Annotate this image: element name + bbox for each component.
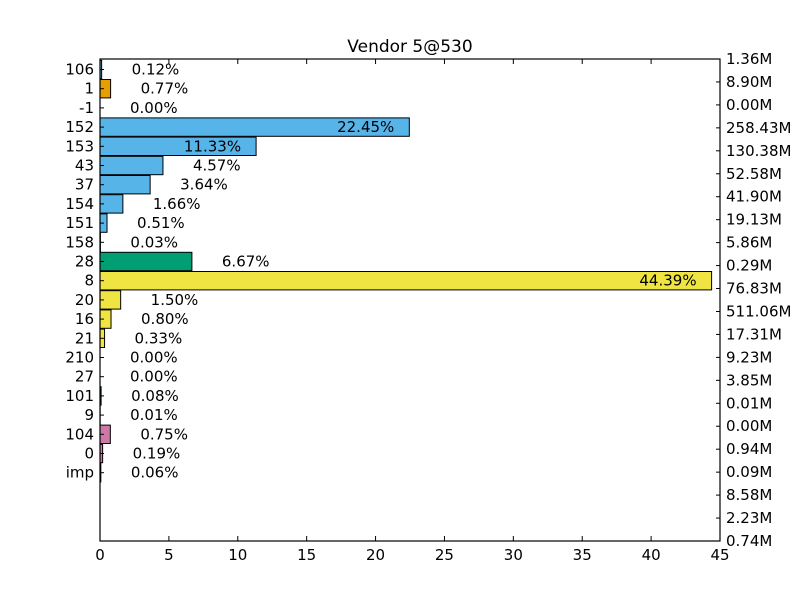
right-axis-labels-layer: 1.36M 8.90M 0.00M 258.43M 130.38M 52.58M 41.90… [716, 50, 791, 550]
right-axis-label: 76.83M [726, 280, 782, 298]
percent-label-158: 0.03% [130, 233, 178, 251]
percent-label-210: 0.00% [130, 349, 178, 367]
category-label--1: -1 [79, 99, 94, 117]
percent-label-9: 0.01% [130, 406, 178, 424]
percent-label-21: 0.33% [135, 329, 183, 347]
category-label-0: 0 [84, 445, 94, 463]
percent-label-154: 1.66% [153, 195, 201, 213]
right-axis-label: 0.01M [726, 394, 772, 412]
right-axis-label: 9.23M [726, 348, 772, 366]
bar-37 [99, 175, 151, 195]
right-axis-label: 19.13M [726, 211, 782, 229]
percent-label-152: 22.45% [337, 118, 394, 136]
category-label-210: 210 [65, 349, 94, 367]
category-label-104: 104 [65, 425, 94, 443]
right-axis-label: 130.38M [726, 142, 791, 160]
x-tick-label-25: 25 [435, 546, 454, 564]
right-axis-label: 5.86M [726, 234, 772, 252]
right-axis-label: 1.36M [726, 50, 772, 68]
bars-layer [99, 59, 713, 483]
x-tick-label-10: 10 [228, 546, 247, 564]
category-label-101: 101 [65, 387, 94, 405]
chart-title: Vendor 5@530 [347, 37, 472, 57]
right-axis-label: 0.00M [726, 96, 772, 114]
percent-label-27: 0.00% [130, 368, 178, 386]
x-tick-label-15: 15 [297, 546, 316, 564]
plot-frame [99, 58, 721, 542]
percent-label-101: 0.08% [131, 387, 179, 405]
x-tick-label-35: 35 [573, 546, 592, 564]
category-label-151: 151 [65, 214, 94, 232]
category-label-153: 153 [65, 137, 94, 155]
right-axis-label: 0.94M [726, 440, 772, 458]
category-label-158: 158 [65, 233, 94, 251]
x-tick-label-5: 5 [164, 546, 174, 564]
percent-label-28: 6.67% [222, 253, 270, 271]
right-axis-label: 17.31M [726, 325, 782, 343]
percent-label-37: 3.64% [180, 176, 228, 194]
percent-label-0: 0.19% [133, 445, 181, 463]
right-axis-label: 41.90M [726, 188, 782, 206]
category-label-152: 152 [65, 118, 94, 136]
category-label-37: 37 [75, 176, 94, 194]
category-label-106: 106 [65, 61, 94, 79]
x-tick-label-40: 40 [642, 546, 661, 564]
percent-label-153: 11.33% [184, 137, 241, 155]
right-axis-label: 8.90M [726, 73, 772, 91]
x-tick-label-0: 0 [95, 546, 105, 564]
bar-8 [99, 271, 713, 291]
percent-label-43: 4.57% [193, 157, 241, 175]
right-axis-label: 511.06M [726, 302, 791, 320]
right-axis-label: 52.58M [726, 165, 782, 183]
percent-label-imp: 0.06% [131, 464, 179, 482]
category-labels-layer: 1061-11521534337154151158288201621210271… [65, 61, 104, 482]
right-axis-label: 0.00M [726, 417, 772, 435]
right-axis-label: 8.58M [726, 486, 772, 504]
category-label-imp: imp [66, 464, 94, 482]
category-label-154: 154 [65, 195, 94, 213]
category-label-20: 20 [75, 291, 94, 309]
category-label-27: 27 [75, 368, 94, 386]
percent-label--1: 0.00% [130, 99, 178, 117]
right-axis-label: 258.43M [726, 119, 791, 137]
x-tick-label-20: 20 [366, 546, 385, 564]
bar-28 [99, 251, 193, 272]
category-label-43: 43 [75, 157, 94, 175]
right-axis-label: 0.09M [726, 463, 772, 481]
category-label-21: 21 [75, 329, 94, 347]
right-axis-label: 0.74M [726, 532, 772, 550]
bar-43 [99, 155, 164, 176]
right-axis-label: 0.29M [726, 257, 772, 275]
x-axis: 0 5 10 15 20 25 30 35 40 45 [95, 59, 730, 564]
category-label-8: 8 [84, 272, 94, 290]
category-label-16: 16 [75, 310, 94, 328]
percent-label-8: 44.39% [639, 272, 696, 290]
right-axis-label: 3.85M [726, 371, 772, 389]
percent-label-20: 1.50% [151, 291, 199, 309]
percent-label-16: 0.80% [141, 310, 189, 328]
percent-label-1: 0.77% [141, 80, 189, 98]
percent-labels-layer: 0.12%0.77%0.00%22.45%11.33%4.57%3.64%1.6… [130, 61, 697, 482]
percent-label-151: 0.51% [137, 214, 185, 232]
x-tick-label-30: 30 [504, 546, 523, 564]
percent-label-104: 0.75% [140, 425, 188, 443]
percent-label-106: 0.12% [132, 61, 180, 79]
right-axis-label: 2.23M [726, 509, 772, 527]
category-label-1: 1 [84, 80, 94, 98]
category-label-28: 28 [75, 253, 94, 271]
category-label-9: 9 [84, 406, 94, 424]
x-tick-label-45: 45 [710, 546, 729, 564]
